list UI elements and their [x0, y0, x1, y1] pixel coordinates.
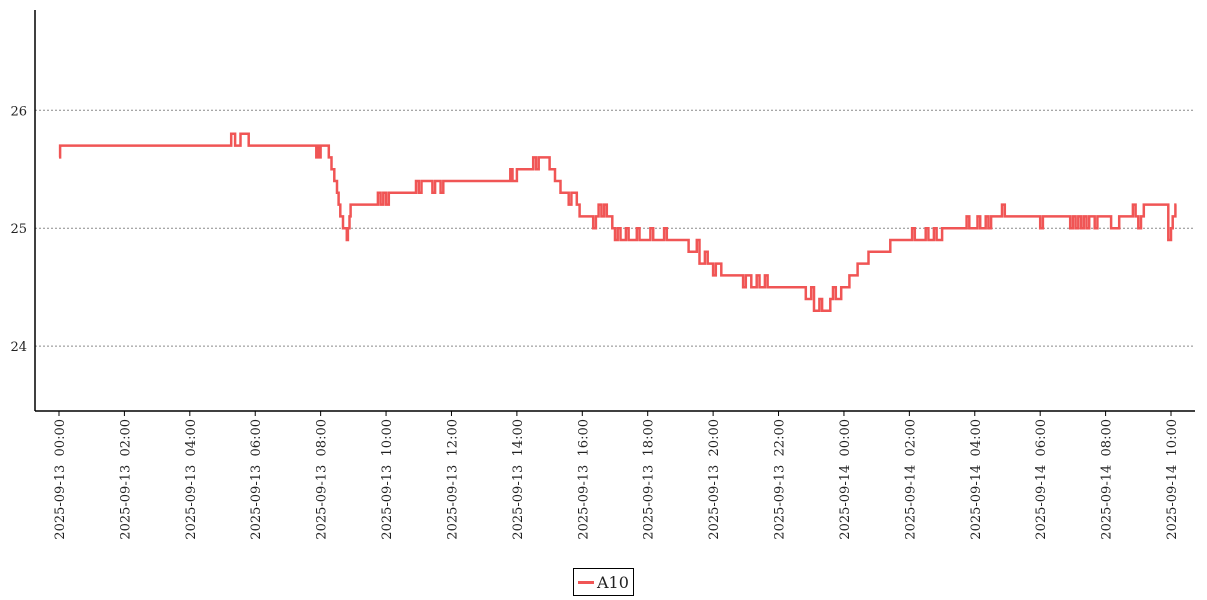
x-tick-label: 2025-09-14 08:00 [1100, 419, 1115, 540]
series-line-a10 [58, 132, 1177, 312]
x-tick-label: 2025-09-14 02:00 [903, 419, 918, 540]
x-tick-label: 2025-09-13 00:00 [53, 419, 68, 540]
legend: A10 [573, 568, 634, 596]
x-tick-label: 2025-09-13 12:00 [445, 419, 460, 540]
x-tick-label: 2025-09-14 00:00 [838, 419, 853, 540]
x-tick-label: 2025-09-13 10:00 [380, 419, 395, 540]
series-layer [58, 132, 1177, 312]
x-tick-label: 2025-09-13 06:00 [249, 419, 264, 540]
x-tick-label: 2025-09-13 08:00 [315, 419, 330, 540]
x-tick-label: 2025-09-13 14:00 [511, 419, 526, 540]
x-tick-label: 2025-09-14 10:00 [1165, 419, 1180, 540]
y-tick-label: 25 [10, 222, 27, 237]
x-tick-label: 2025-09-13 16:00 [576, 419, 591, 540]
legend-label-a10: A10 [597, 572, 629, 592]
x-tick-label: 2025-09-13 20:00 [707, 419, 722, 540]
x-tick-label: 2025-09-13 18:00 [642, 419, 657, 540]
x-tick-label: 2025-09-13 22:00 [773, 419, 788, 540]
x-tick-label: 2025-09-13 04:00 [184, 419, 199, 540]
y-tick-labels: 24 25 26 [10, 104, 27, 355]
axes [34, 10, 1195, 412]
y-tick-label: 24 [10, 340, 27, 355]
x-tick-labels: 2025-09-13 00:00 2025-09-13 02:00 2025-09-… [53, 411, 1180, 540]
legend-swatch-a10 [578, 580, 594, 584]
x-tick-label: 2025-09-14 04:00 [969, 419, 984, 540]
y-tick-label: 26 [10, 104, 27, 119]
x-tick-label: 2025-09-13 02:00 [118, 419, 133, 540]
x-tick-label: 2025-09-14 06:00 [1034, 419, 1049, 540]
